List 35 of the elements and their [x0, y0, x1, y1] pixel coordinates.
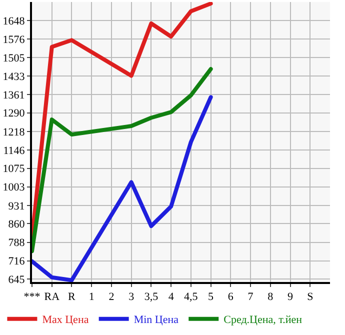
- x-tick-label: 4: [168, 291, 174, 304]
- x-tick-label: 3,5: [144, 291, 159, 304]
- legend-label: Max Цена: [42, 314, 89, 326]
- y-tick-label: 716: [8, 256, 26, 268]
- legend-label: Min Цена: [134, 314, 179, 326]
- x-tick-label: 9: [288, 291, 294, 304]
- y-tick-label: 1648: [2, 15, 26, 28]
- y-tick-label: 1146: [3, 144, 26, 157]
- y-tick-label: 788: [8, 237, 26, 250]
- line-series: [32, 95, 213, 282]
- y-tick-label: 1218: [2, 126, 26, 138]
- x-tick-label: 6: [228, 291, 234, 304]
- x-tick-label: ***: [24, 291, 40, 304]
- x-tick-label: 8: [268, 291, 274, 304]
- y-tick-label: 1003: [2, 182, 26, 194]
- x-tick-label: R: [68, 291, 76, 304]
- y-tick-label: 1290: [2, 108, 26, 120]
- y-tick-label: 1433: [2, 70, 26, 83]
- x-tick-label: 7: [248, 291, 254, 304]
- x-tick-label: 2: [108, 291, 114, 304]
- x-tick-label: 3: [128, 291, 135, 304]
- x-tick-label: 5: [208, 291, 214, 304]
- x-tick-label: RA: [44, 291, 60, 304]
- y-tick-label: 645: [8, 274, 26, 286]
- y-tick-label: 860: [8, 218, 26, 231]
- x-tick-label: S: [307, 291, 314, 304]
- y-tick-label: 1075: [2, 163, 26, 176]
- y-tick-label: 931: [8, 200, 25, 212]
- legend-label: Сред.Цена, т.йен: [224, 314, 302, 326]
- x-tick-label: 1: [88, 291, 94, 304]
- line-series: [32, 67, 213, 254]
- y-tick-label: 1576: [2, 34, 26, 46]
- y-tick-label: 1361: [2, 89, 25, 102]
- y-tick-label: 1505: [2, 52, 26, 64]
- x-tick-label: 4,5: [184, 291, 198, 304]
